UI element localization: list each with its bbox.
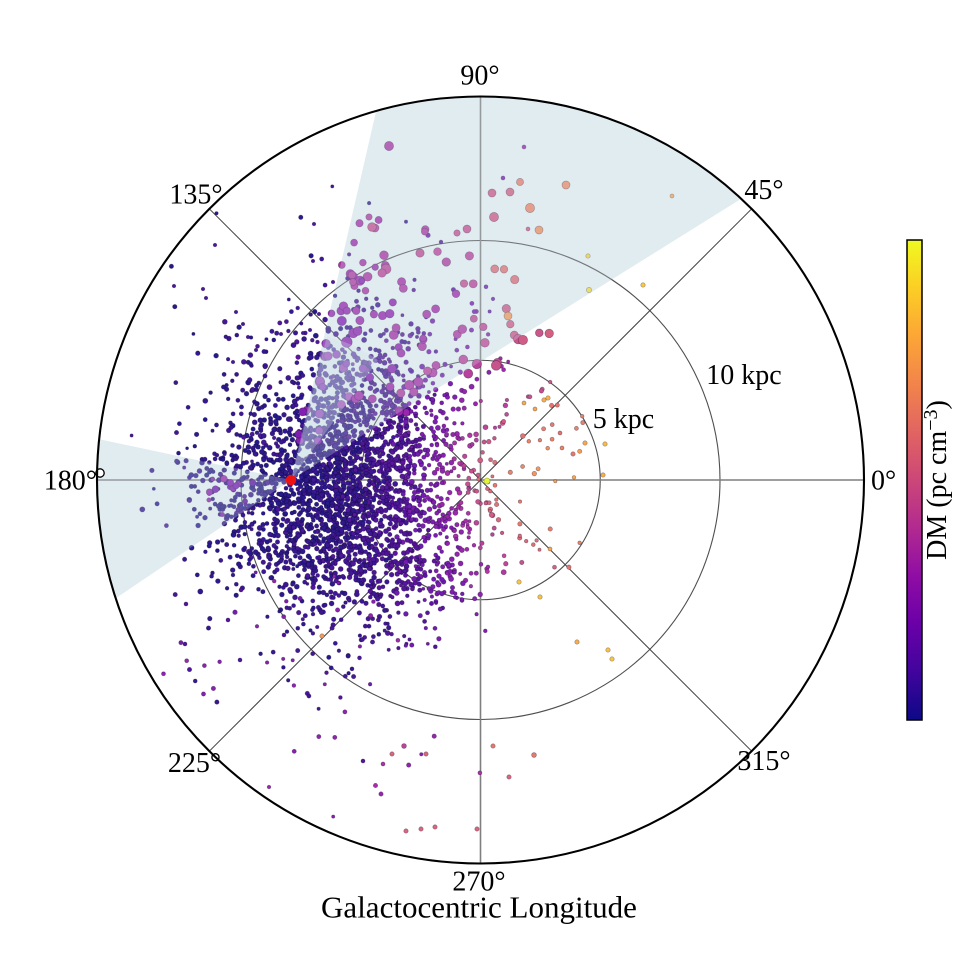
svg-text:180°: 180° bbox=[44, 466, 97, 497]
svg-text:45°: 45° bbox=[744, 175, 783, 206]
svg-text:5 kpc: 5 kpc bbox=[593, 404, 654, 435]
svg-text:90°: 90° bbox=[460, 61, 499, 92]
svg-text:0°: 0° bbox=[871, 466, 896, 497]
svg-text:10 kpc: 10 kpc bbox=[706, 360, 781, 391]
svg-text:315°: 315° bbox=[737, 746, 790, 777]
svg-text:Galactocentric Longitude: Galactocentric Longitude bbox=[321, 890, 637, 925]
svg-text:DM (pc cm−3): DM (pc cm−3) bbox=[920, 400, 953, 560]
svg-text:135°: 135° bbox=[169, 180, 222, 211]
svg-text:225°: 225° bbox=[168, 748, 221, 779]
